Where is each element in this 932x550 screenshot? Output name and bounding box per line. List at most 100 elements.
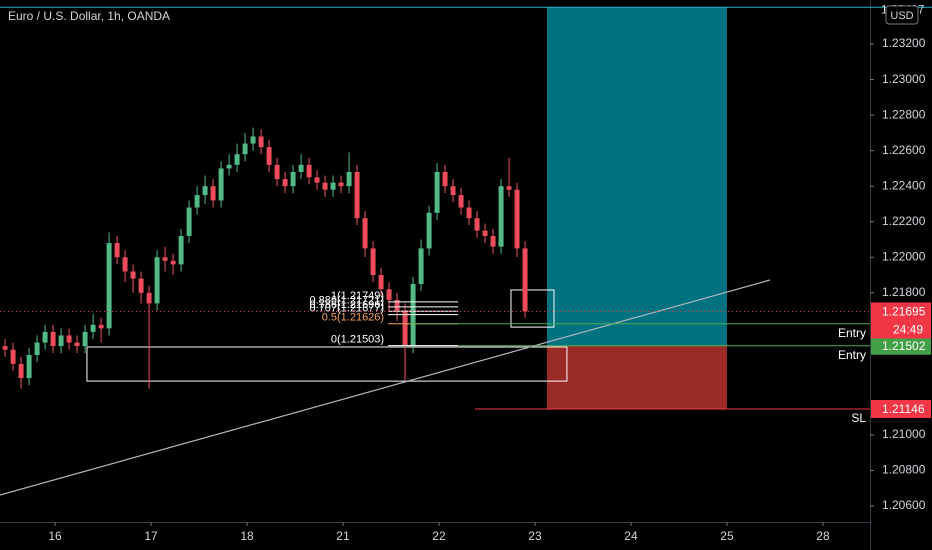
candle-body bbox=[522, 248, 528, 312]
price-line-text: Entry bbox=[838, 348, 866, 362]
candle-body bbox=[306, 164, 312, 178]
candle-body bbox=[258, 136, 264, 148]
x-tick-label: 17 bbox=[144, 529, 158, 543]
fib-label: 1(1.21749) bbox=[331, 290, 384, 302]
y-tick-label: 1.22000 bbox=[882, 249, 926, 263]
y-tick-label: 1.21800 bbox=[882, 285, 926, 299]
candle-body bbox=[506, 186, 512, 190]
candle-body bbox=[122, 257, 128, 272]
candle-body bbox=[498, 186, 504, 247]
fib-label: 0.5(1.21626) bbox=[322, 312, 384, 324]
price-axis-bg bbox=[870, 0, 932, 550]
candle-body bbox=[58, 335, 64, 347]
chart-title: Euro / U.S. Dollar, 1h, OANDA bbox=[8, 9, 170, 23]
candle-body bbox=[234, 154, 240, 165]
candle-body bbox=[458, 195, 464, 208]
price-line-badge: 1.21502 bbox=[882, 339, 926, 353]
price-line-badge-bg bbox=[871, 400, 931, 419]
candle-body bbox=[10, 349, 16, 364]
candle-body bbox=[90, 324, 96, 332]
candle-body bbox=[34, 342, 40, 355]
y-tick-label: 1.20800 bbox=[882, 463, 926, 477]
y-tick-label: 1.22200 bbox=[882, 214, 926, 228]
candle-body bbox=[322, 182, 328, 190]
x-tick-label: 21 bbox=[336, 529, 350, 543]
countdown: 24:49 bbox=[893, 323, 923, 337]
zone-box bbox=[510, 289, 555, 328]
candle-body bbox=[282, 179, 288, 187]
candle-body bbox=[466, 207, 472, 219]
candle-body bbox=[114, 243, 120, 258]
price-line-badge-bg bbox=[871, 336, 931, 355]
y-tick-label: 1.22600 bbox=[882, 143, 926, 157]
candle-body bbox=[330, 182, 336, 190]
candle-body bbox=[250, 136, 256, 144]
candle-body bbox=[186, 207, 192, 236]
candle-body bbox=[426, 212, 432, 249]
candle-body bbox=[394, 299, 400, 311]
candle-body bbox=[66, 335, 72, 343]
candle-body bbox=[98, 324, 104, 329]
candle-body bbox=[314, 177, 320, 183]
y-tick-label: 1.20600 bbox=[882, 498, 926, 512]
candle-body bbox=[346, 171, 352, 187]
price-line-badge: 1.21146 bbox=[882, 402, 925, 416]
candle-body bbox=[434, 171, 440, 213]
x-tick-label: 25 bbox=[720, 529, 734, 543]
candle-body bbox=[418, 248, 424, 284]
candle-body bbox=[338, 182, 344, 187]
zone-box bbox=[86, 346, 568, 382]
profit-zone bbox=[546, 7, 727, 346]
y-tick-label: 1.22800 bbox=[882, 107, 926, 121]
price-line-text: SL bbox=[851, 411, 866, 425]
candle-body bbox=[26, 354, 32, 379]
candle-body bbox=[490, 235, 496, 247]
candle-body bbox=[202, 186, 208, 196]
candle-body bbox=[386, 289, 392, 300]
trendline bbox=[0, 279, 771, 496]
candle-body bbox=[450, 186, 456, 196]
candle-body bbox=[226, 164, 232, 169]
candle-body bbox=[18, 363, 24, 379]
candle-body bbox=[178, 235, 184, 265]
candle-body bbox=[370, 248, 376, 276]
countdown-bg bbox=[871, 320, 931, 339]
candle-body bbox=[194, 195, 200, 208]
candle-body bbox=[362, 218, 368, 249]
current-price-badge-bg bbox=[871, 302, 931, 321]
fib-label: 0(1.21503) bbox=[331, 333, 384, 345]
candle-body bbox=[210, 186, 216, 201]
x-tick-label: 22 bbox=[432, 529, 446, 543]
currency-badge bbox=[885, 5, 919, 25]
candle-body bbox=[474, 218, 480, 231]
candle-body bbox=[82, 331, 88, 347]
x-tick-label: 28 bbox=[816, 529, 830, 543]
current-price-badge: 1.21695 bbox=[882, 305, 926, 319]
candle-body bbox=[482, 230, 488, 236]
candle-body bbox=[378, 275, 384, 290]
x-tick-label: 23 bbox=[528, 529, 542, 543]
candle-body bbox=[242, 143, 248, 155]
candle-body bbox=[354, 171, 360, 219]
candle-body bbox=[290, 171, 296, 187]
candle-body bbox=[138, 278, 144, 293]
currency: USD bbox=[890, 10, 913, 22]
candle-body bbox=[402, 310, 408, 347]
candle-body bbox=[266, 147, 272, 165]
y-tick-label: 1.21000 bbox=[882, 427, 926, 441]
candle-body bbox=[170, 260, 176, 265]
candle-body bbox=[130, 271, 136, 279]
candle-body bbox=[146, 292, 152, 304]
y-tick-label: 1.23200 bbox=[882, 36, 926, 50]
fib-label: 0.886(1.21721) bbox=[309, 295, 384, 307]
candle-body bbox=[2, 346, 8, 350]
price-line-text: Entry bbox=[838, 326, 866, 340]
loss-zone bbox=[546, 345, 727, 410]
candle-body bbox=[274, 164, 280, 180]
candle-body bbox=[74, 342, 80, 347]
y-tick-label: 1.23000 bbox=[882, 72, 926, 86]
candle-body bbox=[106, 243, 112, 329]
candle-body bbox=[218, 168, 224, 201]
x-tick-label: 18 bbox=[240, 529, 254, 543]
